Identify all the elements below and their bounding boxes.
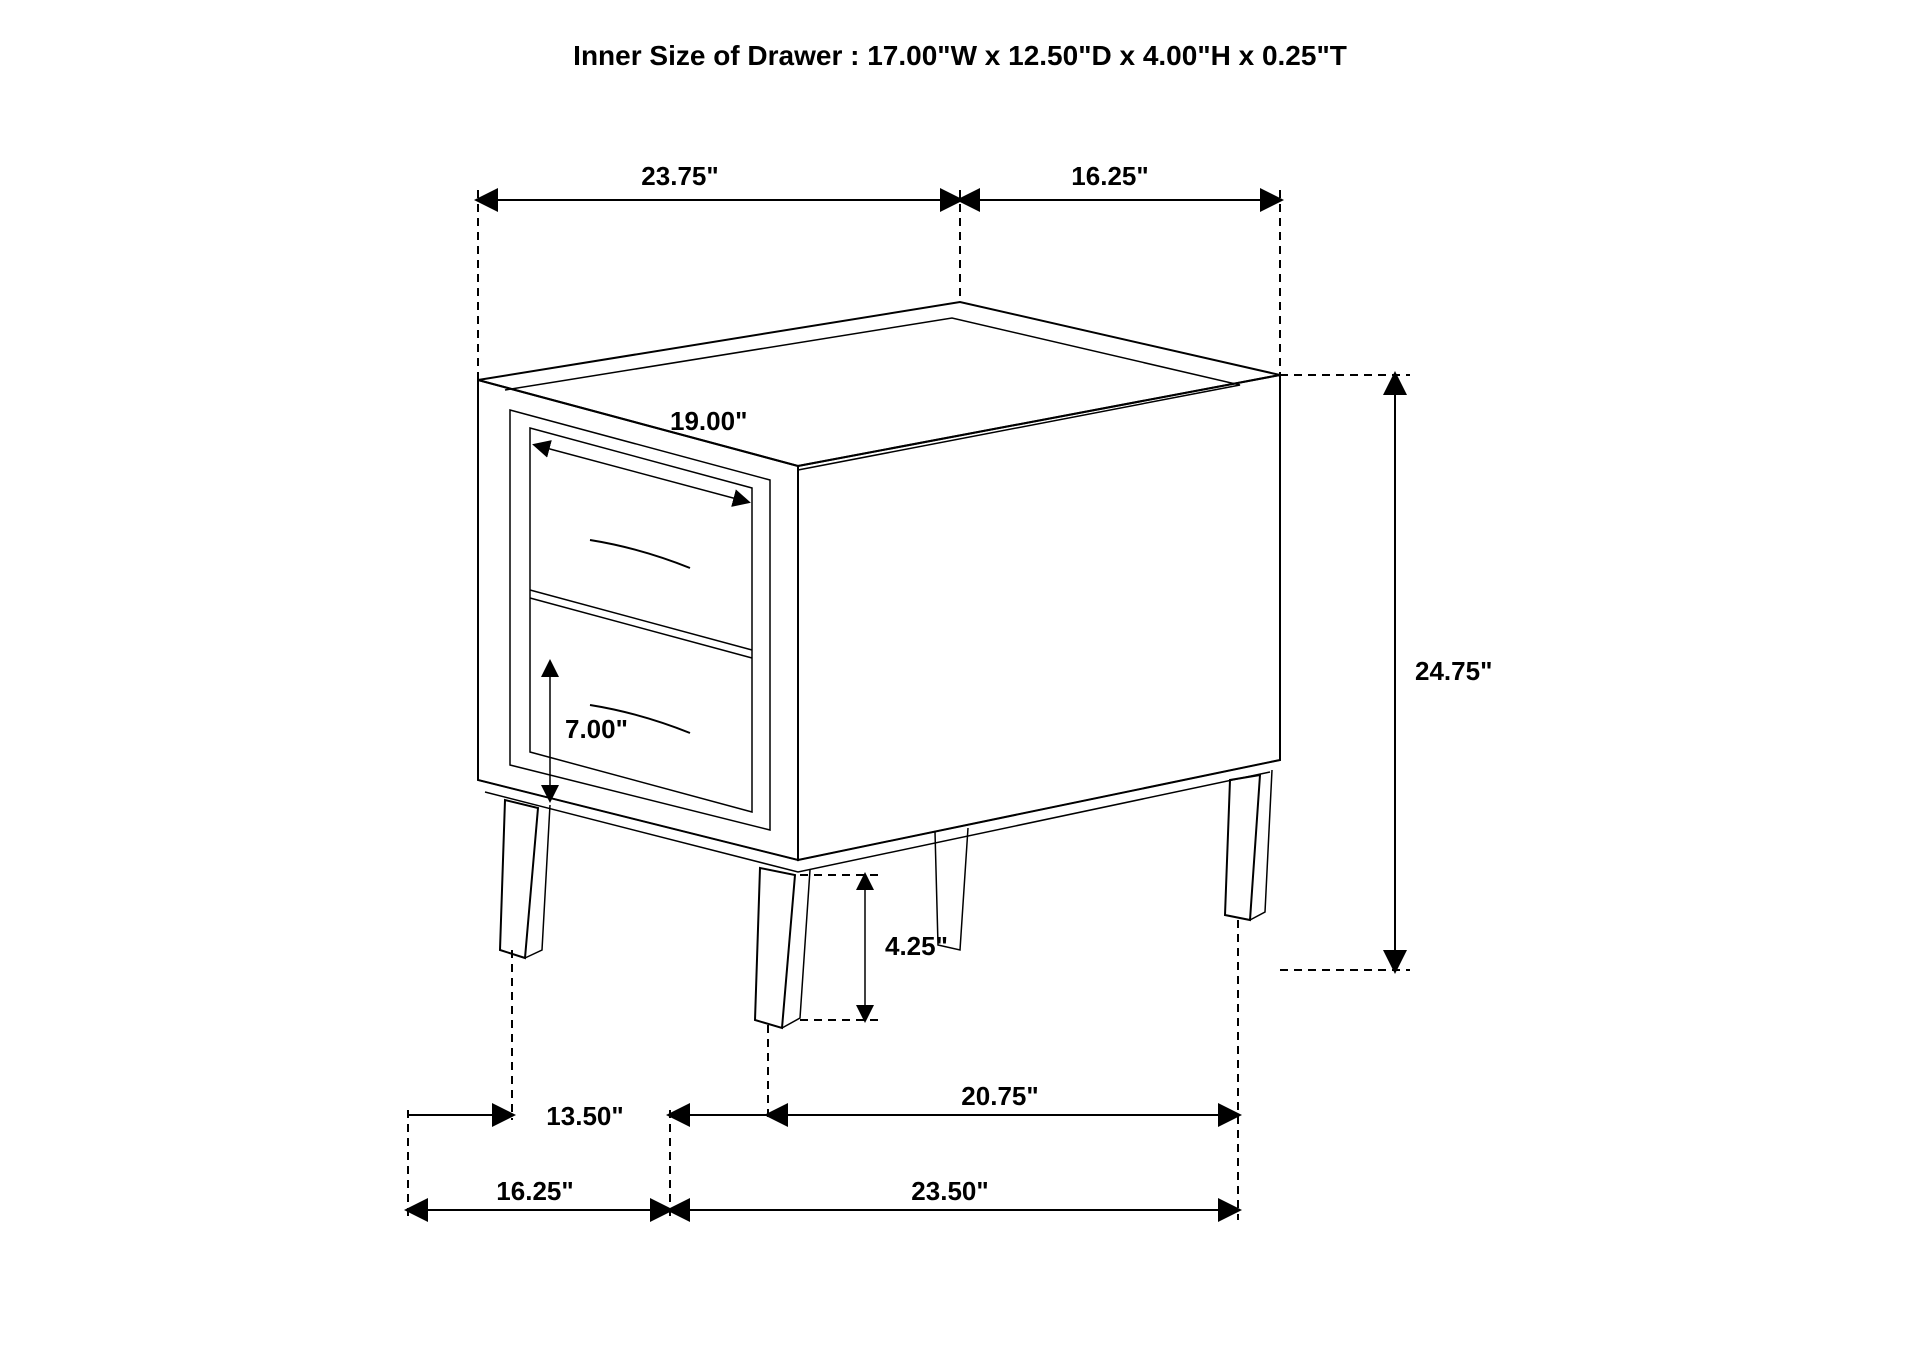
dim-leg-front: 13.50": [546, 1101, 623, 1131]
dim-top-width: 23.75": [641, 161, 718, 191]
dim-total-height: 24.75": [1415, 656, 1492, 686]
dim-top-depth: 16.25": [1071, 161, 1148, 191]
dim-leg-height: 4.25": [885, 931, 948, 961]
furniture-diagram: 23.75" 16.25" 24.75": [320, 100, 1600, 1320]
dim-leg-back: 20.75": [961, 1081, 1038, 1111]
dim-drawer-height: 7.00": [565, 714, 628, 744]
diagram-title: Inner Size of Drawer : 17.00"W x 12.50"D…: [573, 40, 1347, 72]
dim-bottom-width: 23.50": [911, 1176, 988, 1206]
dim-drawer-width: 19.00": [670, 406, 747, 436]
dim-bottom-depth: 16.25": [496, 1176, 573, 1206]
